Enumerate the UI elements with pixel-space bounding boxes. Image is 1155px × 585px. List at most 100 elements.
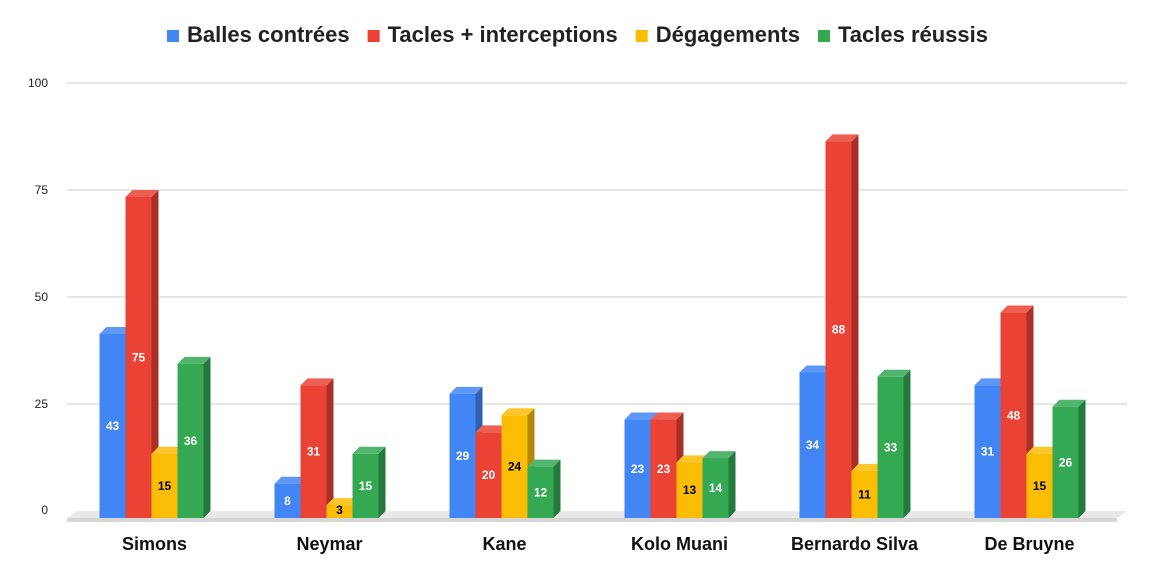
bar-top [650,412,684,420]
bar [825,134,859,519]
bar-side [203,356,211,518]
bar-top [300,378,334,386]
bar-top [352,446,386,454]
bar-front [352,453,379,518]
legend-swatch [817,30,830,42]
floor-edge [67,518,1117,522]
bar-top [1000,305,1034,313]
legend-swatch [635,30,648,42]
y-tick-label: 50 [35,290,49,304]
bar-side [903,369,911,518]
y-axis: 0 25 50 75 100 [28,76,48,517]
data-label: 23 [631,462,645,476]
data-label: 31 [307,445,321,459]
data-label: 23 [657,462,671,476]
bar-front [125,197,152,518]
bar-top [177,356,211,364]
bar-top [1052,399,1086,407]
bar-front [99,333,126,518]
bar [702,451,736,518]
category-label: Simons [122,534,187,554]
bar-top [851,463,885,471]
bar-side [326,378,334,518]
data-label: 43 [106,419,120,433]
bar-top [449,386,483,394]
data-labels: 43 75 15 36 8 31 3 15 29 20 24 12 23 23 13 14 34 88 11 33 31… [106,323,1073,517]
data-label: 15 [1033,479,1047,493]
data-label: 8 [284,494,291,508]
data-label: 13 [683,483,697,497]
bar-side [851,134,859,519]
bar-front [475,432,502,518]
y-tick-label: 75 [35,183,49,197]
bar-top [825,134,859,142]
bar [527,459,561,518]
bar-front [851,470,878,518]
bar [1000,305,1034,518]
bar-front [1026,453,1053,518]
legend-label: Dégagements [656,22,800,47]
y-tick-label: 25 [35,397,49,411]
bar-top [799,365,833,373]
legend-swatch [167,30,180,42]
category-label: Neymar [296,534,362,554]
bar-top [1026,446,1060,454]
bar-top [326,498,360,506]
y-tick-label: 0 [41,503,48,517]
bar-top [475,425,509,433]
bar-front [702,458,729,518]
legend-label: Balles contrées [187,22,350,47]
bar-front [151,453,178,518]
bar-front [300,385,327,518]
bar-front [177,363,204,518]
bar-top [99,326,133,334]
bar-top [274,476,308,484]
data-label: 15 [359,479,373,493]
data-label: 12 [534,485,548,499]
bar-side [151,190,159,518]
data-label: 3 [336,503,343,517]
data-label: 88 [832,323,846,337]
bar [177,356,211,518]
bar-top [676,455,710,463]
legend-item: Tacles réussis [817,22,988,47]
data-label: 33 [884,440,898,454]
bar-front [501,415,528,518]
bar [300,378,334,518]
legend-label: Tacles + interceptions [388,22,618,47]
bar-side [553,459,561,518]
bar-front [877,376,904,518]
data-label: 29 [456,449,470,463]
bar-front [624,419,651,518]
bar-front [650,419,677,518]
bar-top [125,190,159,197]
bar-front [274,483,301,518]
bar-front [1052,406,1079,518]
category-label: Bernardo Silva [791,534,919,554]
chart-floor [67,511,1127,522]
data-label: 24 [508,460,522,474]
bar-front [1000,312,1027,518]
bar-side [378,446,386,518]
bar-top [877,369,911,377]
data-label: 14 [709,481,723,495]
data-label: 36 [184,434,198,448]
bar-top [527,459,561,467]
category-label: De Bruyne [984,534,1074,554]
data-label: 11 [858,487,871,501]
bar-side [728,451,736,518]
data-label: 34 [806,438,820,452]
bar-front [326,505,353,518]
bar-top [702,451,736,459]
bar-top [974,378,1008,386]
bar-front [449,393,476,518]
bar [326,498,360,518]
data-label: 75 [132,351,146,365]
legend: Balles contrées Tacles + interceptions Dég… [167,22,988,47]
bars [99,134,1086,519]
data-label: 48 [1007,408,1021,422]
bar-side [1078,399,1086,518]
gridlines [67,82,1127,405]
